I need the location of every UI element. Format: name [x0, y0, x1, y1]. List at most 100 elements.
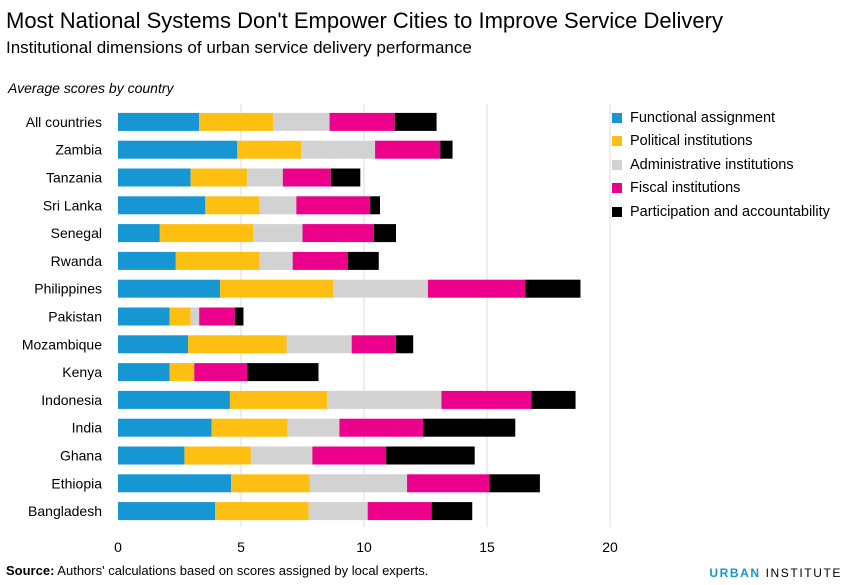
bar-segment	[272, 112, 330, 131]
bar-segment	[348, 251, 379, 270]
urban-institute-logo: URBAN INSTITUTE	[709, 566, 842, 580]
bar-segment	[282, 168, 331, 187]
bar-segment	[190, 307, 200, 326]
bar-segment	[169, 363, 195, 382]
bar-segment	[386, 446, 475, 465]
logo-part-urban: URBAN	[709, 566, 761, 580]
x-tick-label: 20	[602, 539, 618, 555]
bar-segment	[184, 446, 251, 465]
bar-segment	[441, 390, 532, 409]
bar-segment	[118, 474, 232, 493]
category-label: Tanzania	[46, 170, 102, 186]
legend-label: Fiscal institutions	[630, 180, 741, 197]
bar-segment	[301, 140, 376, 159]
bar-segment	[118, 112, 200, 131]
bar-segment	[169, 307, 191, 326]
category-label: India	[72, 420, 103, 436]
category-label: Kenya	[62, 364, 102, 380]
bar-segment	[259, 251, 293, 270]
bar-segment	[199, 307, 235, 326]
legend-swatch	[612, 183, 622, 194]
bar-segment	[367, 502, 432, 521]
bar-segment	[118, 418, 212, 437]
category-label: Rwanda	[51, 253, 103, 269]
source-note: Source: Authors' calculations based on s…	[6, 563, 428, 578]
bar-segment	[292, 251, 349, 270]
legend-item: Political institutions	[612, 130, 830, 154]
bar-segment	[234, 307, 244, 326]
bar-segment	[190, 168, 248, 187]
category-label: Ghana	[60, 448, 102, 464]
legend-item: Administrative institutions	[612, 153, 830, 177]
bar-segment	[211, 418, 288, 437]
bar-segment	[199, 112, 273, 131]
bar-segment	[188, 335, 287, 354]
bar-segment	[309, 474, 408, 493]
bar-segment	[327, 390, 442, 409]
bar-segment	[118, 446, 185, 465]
bar-segment	[370, 196, 380, 215]
bar-segment	[253, 224, 303, 243]
legend-swatch	[612, 136, 622, 147]
bar-segment	[395, 335, 414, 354]
category-label: Sri Lanka	[43, 197, 102, 213]
bar-segment	[296, 196, 371, 215]
axis-note: Average scores by country	[8, 80, 174, 96]
bar-segment	[525, 279, 581, 298]
source-label: Source:	[6, 563, 55, 578]
chart-legend: Functional assignment Political instituti…	[612, 106, 830, 224]
bar-segment	[118, 168, 191, 187]
bar-segment	[247, 363, 319, 382]
bar-segment	[229, 390, 328, 409]
chart-title: Most National Systems Don't Empower Citi…	[6, 8, 723, 33]
category-label: Indonesia	[41, 392, 102, 408]
bar-segment	[118, 307, 170, 326]
category-label: All countries	[26, 114, 102, 130]
x-tick-label: 0	[114, 539, 122, 555]
bar-segment	[205, 196, 260, 215]
legend-item: Functional assignment	[612, 106, 830, 130]
chart-subtitle: Institutional dimensions of urban servic…	[6, 38, 472, 57]
bar-segment	[427, 279, 526, 298]
legend-label: Functional assignment	[630, 109, 776, 126]
legend-label: Administrative institutions	[630, 156, 794, 173]
legend-item: Participation and accountability	[612, 200, 830, 224]
category-label: Senegal	[51, 225, 102, 241]
bar-segment	[431, 502, 473, 521]
bar-segment	[159, 224, 254, 243]
bar-segment	[308, 502, 368, 521]
bar-segment	[339, 418, 424, 437]
bar-segment	[286, 335, 352, 354]
bar-segment	[259, 196, 297, 215]
bar-segment	[118, 279, 221, 298]
logo-part-institute: INSTITUTE	[760, 566, 842, 580]
bar-segment	[194, 363, 248, 382]
bar-segment	[118, 390, 230, 409]
bar-segment	[220, 279, 334, 298]
x-tick-label: 15	[479, 539, 495, 555]
category-label: Pakistan	[48, 309, 102, 325]
category-label: Philippines	[34, 281, 102, 297]
bar-segment	[118, 140, 238, 159]
legend-label: Participation and accountability	[630, 203, 830, 220]
bar-segment	[237, 140, 302, 159]
category-label: Bangladesh	[28, 503, 102, 519]
x-tick-label: 5	[237, 539, 245, 555]
category-label: Mozambique	[22, 336, 102, 352]
bar-segment	[330, 168, 361, 187]
bar-segment	[423, 418, 516, 437]
bar-segment	[118, 502, 216, 521]
bar-segment	[247, 168, 283, 187]
bar-segment	[375, 140, 441, 159]
bar-segment	[302, 224, 374, 243]
bar-segment	[312, 446, 387, 465]
x-tick-label: 10	[356, 539, 372, 555]
bar-segment	[333, 279, 428, 298]
legend-swatch	[612, 206, 622, 217]
bar-segment	[351, 335, 396, 354]
category-label: Zambia	[55, 142, 102, 158]
bar-segment	[231, 474, 310, 493]
bar-segment	[489, 474, 540, 493]
bar-segment	[118, 335, 189, 354]
